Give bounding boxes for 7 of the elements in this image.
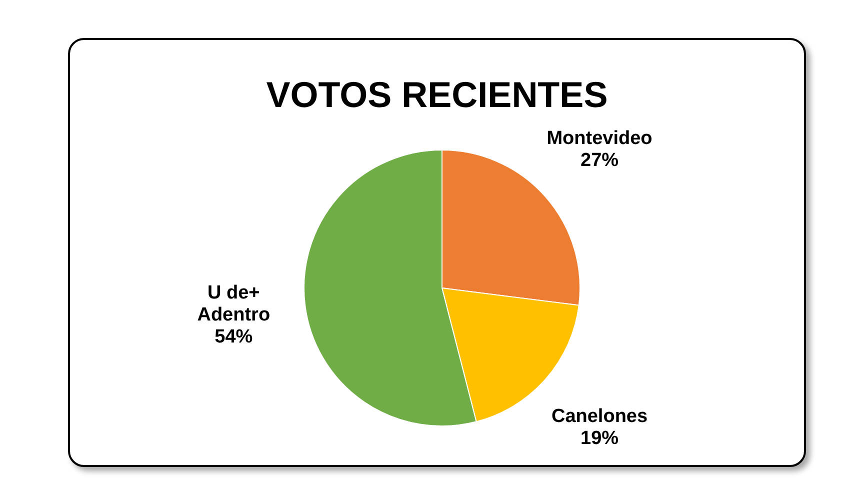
data-label: 19% — [580, 427, 619, 448]
slice-label: U de+ Adentro — [197, 282, 270, 325]
data-label: 54% — [214, 326, 253, 347]
data-label: 27% — [580, 150, 619, 171]
slice-label: Canelones — [551, 405, 648, 426]
chart-title: VOTOS RECIENTES — [265, 74, 609, 116]
slice-label: Montevideo — [546, 128, 652, 149]
